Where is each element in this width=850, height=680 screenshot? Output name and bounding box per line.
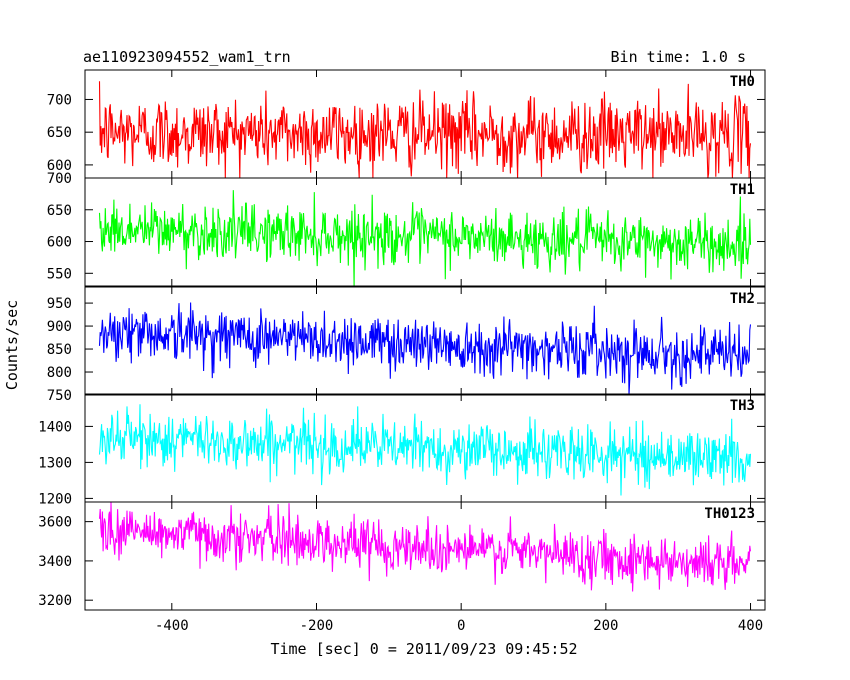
series-line-th3 — [98, 404, 752, 496]
y-tick-label: 950 — [47, 296, 72, 312]
y-tick-label: 600 — [47, 235, 72, 251]
x-tick-label: 200 — [593, 618, 618, 634]
series-line-th2 — [98, 302, 752, 396]
panel-label-th1: TH1 — [730, 182, 755, 198]
y-tick-label: 3600 — [38, 515, 72, 531]
y-tick-label: 550 — [47, 266, 72, 282]
x-axis-label: Time [sec] 0 = 2011/09/23 09:45:52 — [270, 640, 577, 658]
y-tick-label: 900 — [47, 319, 72, 335]
x-tick-label: -400 — [155, 618, 189, 634]
series-line-th1 — [98, 190, 752, 287]
x-tick-label: 400 — [738, 618, 763, 634]
y-tick-label: 750 — [47, 388, 72, 404]
y-tick-label: 700 — [47, 92, 72, 108]
y-tick-label: 800 — [47, 365, 72, 381]
y-tick-label: 3200 — [38, 593, 72, 609]
y-tick-label: 700 — [47, 171, 72, 187]
y-tick-label: 600 — [47, 158, 72, 174]
y-tick-label: 650 — [47, 125, 72, 141]
y-tick-label: 1300 — [38, 455, 72, 471]
panel-label-th0: TH0 — [730, 74, 755, 90]
panel-label-th3: TH3 — [730, 398, 755, 414]
y-tick-label: 3400 — [38, 554, 72, 570]
panel-frame-th0123 — [84, 501, 766, 611]
panel-label-th2: TH2 — [730, 291, 755, 307]
series-line-th0123 — [98, 501, 752, 592]
panel-frame-th2 — [84, 286, 766, 396]
y-tick-label: 850 — [47, 342, 72, 358]
y-tick-label: 1400 — [38, 419, 72, 435]
panel-frame-th1 — [84, 177, 766, 287]
y-axis-label: Counts/sec — [3, 300, 21, 390]
panels-group: 600 650 700 TH0 550 600 650 700 TH1 750 800 850 900 9… — [38, 69, 766, 634]
x-tick-label: 0 — [457, 618, 465, 634]
y-tick-label: 650 — [47, 203, 72, 219]
y-tick-label: 1200 — [38, 491, 72, 507]
chart-title: ae110923094552_wam1_trn — [83, 48, 291, 66]
x-tick-label: -200 — [300, 618, 334, 634]
bin-time-label: Bin time: 1.0 s — [611, 48, 746, 66]
panel-label-th0123: TH0123 — [704, 506, 755, 522]
series-line-th0 — [98, 81, 752, 179]
